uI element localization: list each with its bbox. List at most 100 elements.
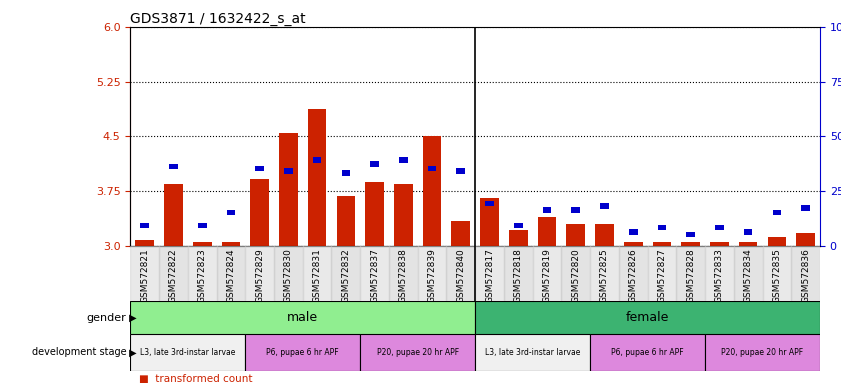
Text: development stage: development stage bbox=[31, 347, 126, 358]
Bar bbox=[336, 196, 355, 246]
Bar bbox=[188, 246, 217, 301]
Bar bbox=[532, 246, 561, 301]
Text: GSM572826: GSM572826 bbox=[629, 248, 637, 303]
Bar bbox=[475, 246, 504, 301]
Bar bbox=[658, 225, 666, 230]
Bar bbox=[360, 246, 389, 301]
Text: ▶: ▶ bbox=[126, 347, 137, 358]
Bar bbox=[274, 246, 303, 301]
Text: female: female bbox=[626, 311, 669, 324]
Bar bbox=[221, 242, 241, 246]
Text: gender: gender bbox=[87, 313, 126, 323]
Bar bbox=[331, 246, 360, 301]
Bar bbox=[428, 166, 436, 171]
Bar bbox=[485, 201, 494, 206]
Bar bbox=[619, 246, 648, 301]
Bar bbox=[251, 179, 269, 246]
Text: GSM572817: GSM572817 bbox=[485, 248, 494, 303]
Bar bbox=[733, 246, 763, 301]
Text: GSM572830: GSM572830 bbox=[284, 248, 293, 303]
Bar bbox=[169, 164, 177, 169]
Text: GSM572819: GSM572819 bbox=[542, 248, 552, 303]
Bar bbox=[389, 246, 418, 301]
Bar bbox=[743, 229, 753, 235]
Bar bbox=[130, 301, 475, 334]
Bar bbox=[600, 203, 609, 209]
Text: ■  transformed count: ■ transformed count bbox=[139, 374, 252, 384]
Text: GSM572827: GSM572827 bbox=[658, 248, 666, 303]
Text: GSM572839: GSM572839 bbox=[427, 248, 436, 303]
Bar bbox=[447, 246, 475, 301]
Bar bbox=[653, 242, 671, 246]
Bar bbox=[514, 223, 522, 228]
Bar bbox=[768, 237, 786, 246]
Bar bbox=[399, 157, 408, 162]
Text: male: male bbox=[287, 311, 319, 324]
Bar bbox=[365, 182, 384, 246]
Bar bbox=[801, 205, 810, 211]
Bar bbox=[562, 246, 590, 301]
Bar bbox=[648, 246, 676, 301]
Bar bbox=[135, 240, 154, 246]
Bar bbox=[284, 168, 293, 174]
Text: GSM572832: GSM572832 bbox=[341, 248, 351, 303]
Text: GSM572825: GSM572825 bbox=[600, 248, 609, 303]
Text: P6, pupae 6 hr APF: P6, pupae 6 hr APF bbox=[611, 348, 684, 357]
Bar bbox=[590, 334, 705, 371]
Bar bbox=[423, 136, 442, 246]
Bar bbox=[537, 217, 557, 246]
Text: GDS3871 / 1632422_s_at: GDS3871 / 1632422_s_at bbox=[130, 12, 306, 26]
Text: L3, late 3rd-instar larvae: L3, late 3rd-instar larvae bbox=[485, 348, 580, 357]
Bar bbox=[676, 246, 705, 301]
Bar bbox=[705, 246, 733, 301]
Text: GSM572831: GSM572831 bbox=[313, 248, 321, 303]
Text: P6, pupae 6 hr APF: P6, pupae 6 hr APF bbox=[267, 348, 339, 357]
Bar bbox=[256, 166, 264, 171]
Bar bbox=[763, 246, 791, 301]
Text: ▶: ▶ bbox=[126, 313, 137, 323]
Bar bbox=[313, 157, 321, 162]
Bar bbox=[370, 162, 379, 167]
Bar bbox=[394, 184, 413, 246]
Bar bbox=[140, 223, 149, 228]
Bar bbox=[480, 199, 499, 246]
Bar bbox=[590, 246, 619, 301]
Bar bbox=[624, 242, 643, 246]
Text: P20, pupae 20 hr APF: P20, pupae 20 hr APF bbox=[377, 348, 458, 357]
Text: GSM572836: GSM572836 bbox=[801, 248, 810, 303]
Bar bbox=[418, 246, 447, 301]
Bar bbox=[715, 225, 724, 230]
Bar bbox=[475, 301, 820, 334]
Text: GSM572820: GSM572820 bbox=[571, 248, 580, 303]
Bar bbox=[246, 334, 360, 371]
Text: GSM572829: GSM572829 bbox=[255, 248, 264, 303]
Bar bbox=[279, 133, 298, 246]
Bar bbox=[509, 230, 527, 246]
Bar bbox=[164, 184, 182, 246]
Bar bbox=[571, 207, 580, 213]
Bar bbox=[796, 233, 815, 246]
Bar bbox=[504, 246, 532, 301]
Text: GSM572828: GSM572828 bbox=[686, 248, 696, 303]
Bar bbox=[629, 229, 637, 235]
Text: GSM572818: GSM572818 bbox=[514, 248, 523, 303]
Bar bbox=[246, 246, 274, 301]
Text: GSM572837: GSM572837 bbox=[370, 248, 379, 303]
Bar bbox=[686, 232, 695, 237]
Text: GSM572821: GSM572821 bbox=[140, 248, 149, 303]
Text: GSM572833: GSM572833 bbox=[715, 248, 724, 303]
Text: GSM572835: GSM572835 bbox=[772, 248, 781, 303]
Bar bbox=[773, 210, 781, 215]
Bar bbox=[738, 242, 758, 246]
Text: GSM572834: GSM572834 bbox=[743, 248, 753, 303]
Bar bbox=[226, 210, 235, 215]
Text: GSM572823: GSM572823 bbox=[198, 248, 207, 303]
Bar bbox=[130, 246, 159, 301]
Bar bbox=[475, 334, 590, 371]
Bar bbox=[193, 242, 212, 246]
Bar bbox=[130, 334, 246, 371]
Bar bbox=[542, 207, 552, 213]
Text: GSM572840: GSM572840 bbox=[457, 248, 465, 303]
Text: GSM572822: GSM572822 bbox=[169, 248, 178, 303]
Bar bbox=[710, 242, 729, 246]
